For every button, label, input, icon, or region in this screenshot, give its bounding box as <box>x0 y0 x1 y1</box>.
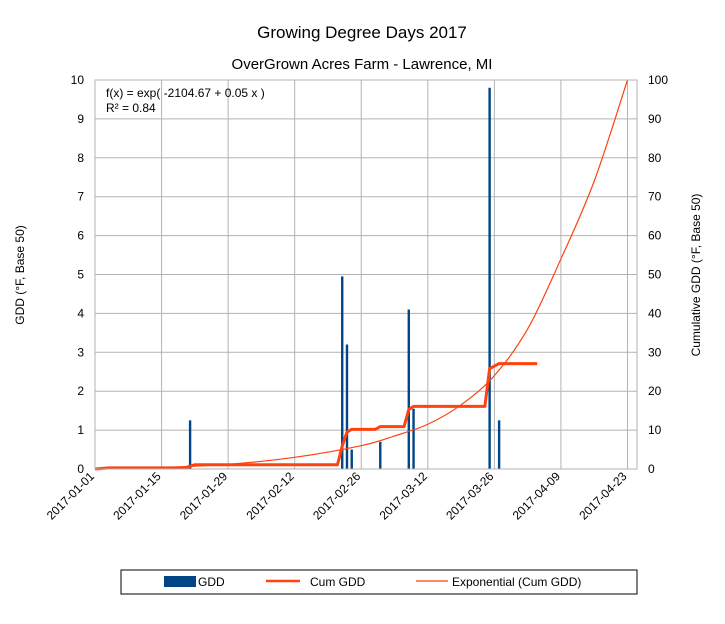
y-tick-label: 5 <box>77 268 84 282</box>
gdd-bar <box>488 87 491 469</box>
chart-title: Growing Degree Days 2017 <box>257 23 467 42</box>
gdd-bar <box>379 441 382 469</box>
y-tick-label: 6 <box>77 229 84 243</box>
y-axis-label: GDD (°F, Base 50) <box>13 225 27 325</box>
regression-r-squared: R² = 0.84 <box>106 101 156 115</box>
y2-tick-label: 40 <box>648 306 662 320</box>
legend-cum-gdd-label: Cum GDD <box>310 575 366 589</box>
y-tick-label: 4 <box>77 306 84 320</box>
y2-tick-label: 50 <box>648 268 662 282</box>
cum-gdd-line <box>94 362 538 471</box>
y2-tick-label: 90 <box>648 112 662 126</box>
lines <box>94 79 629 471</box>
legend-box <box>120 569 638 595</box>
gdd-bar <box>188 420 192 469</box>
gdd-bars <box>188 87 501 469</box>
y-tick-label: 8 <box>77 151 84 165</box>
y2-tick-label: 0 <box>648 462 655 476</box>
y2-tick-label: 30 <box>648 345 662 359</box>
y2-tick-label: 70 <box>648 190 662 204</box>
plot-frame <box>94 79 638 470</box>
y2-tick-label: 80 <box>648 151 662 165</box>
y-tick-label: 1 <box>77 423 84 437</box>
gdd-bar <box>407 309 410 469</box>
y-tick-label: 3 <box>77 345 84 359</box>
gdd-bar <box>341 276 344 469</box>
legend-exponential-label: Exponential (Cum GDD) <box>452 575 581 589</box>
y2-axis-label: Cumulative GDD (°F, Base 50) <box>689 194 703 357</box>
legend: GDD Cum GDD Exponential (Cum GDD) <box>120 569 638 595</box>
y2-tick-label: 10 <box>648 423 662 437</box>
chart-subtitle: OverGrown Acres Farm - Lawrence, MI <box>232 56 493 73</box>
y2-tick-label: 20 <box>648 384 662 398</box>
y-tick-label: 7 <box>77 190 84 204</box>
legend-gdd-swatch <box>164 576 196 587</box>
y-tick-label: 2 <box>77 384 84 398</box>
legend-gdd-label: GDD <box>198 575 225 589</box>
y2-axis-ticks: 0 10 20 30 40 50 60 70 80 90 100 <box>648 73 668 476</box>
y2-tick-label: 100 <box>648 73 668 87</box>
gdd-bar <box>412 408 415 469</box>
gdd-bar <box>350 449 353 469</box>
y-axis-ticks: 0 1 2 3 4 5 6 7 8 9 10 <box>71 73 85 476</box>
gdd-bar <box>497 420 501 469</box>
gdd-bar <box>345 344 349 469</box>
y-tick-label: 10 <box>71 73 85 87</box>
regression-equation: f(x) = exp( -2104.67 + 0.05 x ) <box>106 86 265 100</box>
y-tick-label: 0 <box>77 462 84 476</box>
y2-tick-label: 60 <box>648 229 662 243</box>
y-tick-label: 9 <box>77 112 84 126</box>
